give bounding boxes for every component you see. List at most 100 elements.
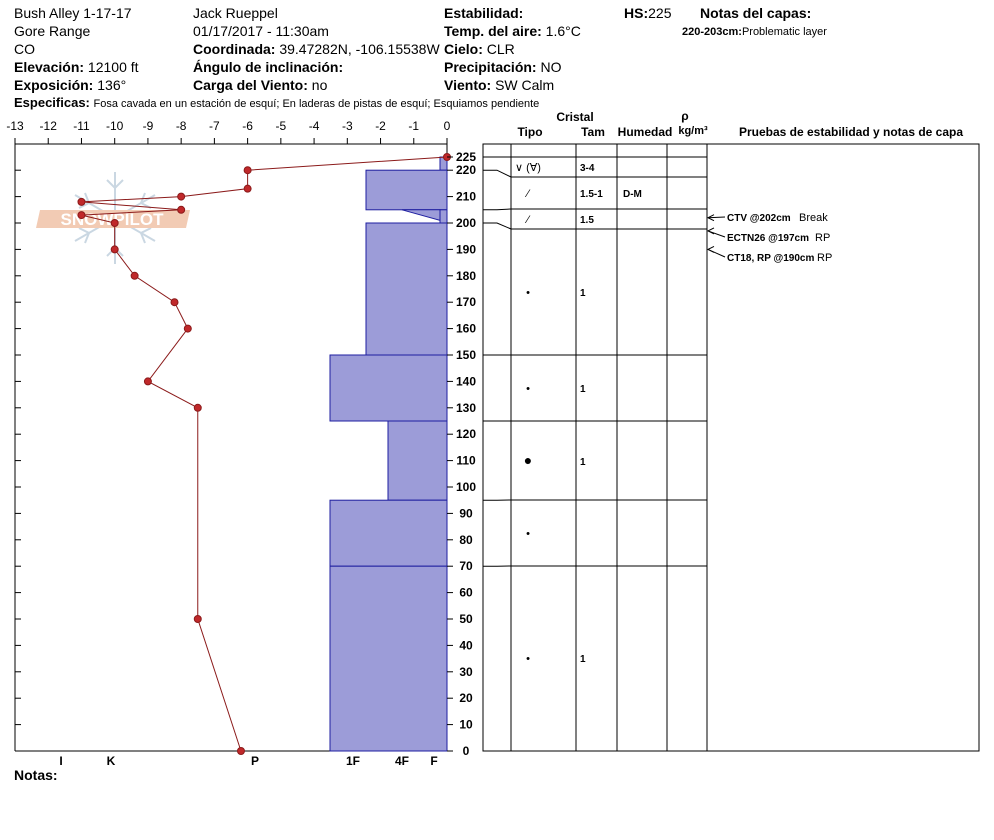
hardness-label: K xyxy=(107,754,116,768)
table-frame xyxy=(482,143,980,752)
layer-grain-type: • xyxy=(526,287,530,299)
datetime: 01/17/2017 - 11:30am xyxy=(193,23,329,39)
layer-grain-size: 1 xyxy=(580,288,586,299)
height-tick-label: 10 xyxy=(459,718,473,732)
temp-point xyxy=(243,184,252,193)
height-tick-label: 150 xyxy=(456,348,476,362)
temp-tick-label: -13 xyxy=(6,119,24,133)
layer-table: ∨ (∀) 3-4 ⁄ 1.5-1 D-M ⁄ 1.5 • 1 • 1 ● 1 • • 1 CTV @202cm… xyxy=(482,143,980,752)
height-tick-label: 40 xyxy=(459,638,473,652)
temp-tick-label: -8 xyxy=(176,119,187,133)
height-axis: 0 10 20 30 40 50 60 70 80 90 100 110 120 130 140 150 160… xyxy=(447,150,476,758)
test-note: RP xyxy=(817,252,832,264)
hardness-label: 1F xyxy=(346,754,360,768)
state: CO xyxy=(14,41,35,57)
temp-tick-label: -4 xyxy=(309,119,320,133)
height-tick-label: 130 xyxy=(456,401,476,415)
temp-point xyxy=(110,219,119,227)
layer-grain-size: 1 xyxy=(580,384,586,395)
test-arrow xyxy=(707,216,726,219)
temp-tick-label: -9 xyxy=(143,119,154,133)
wind-loading: Carga del Viento: no xyxy=(193,77,328,93)
layer-grain-type: ⁄ xyxy=(524,188,531,200)
height-tick-label: 170 xyxy=(456,295,476,309)
height-tick-label: 80 xyxy=(459,533,473,547)
height-tick-label: 180 xyxy=(456,269,476,283)
layer-grain-size: 1 xyxy=(580,457,586,468)
coordinates: Coordinada: 39.47282N, -106.15538W xyxy=(193,41,440,57)
temp-point xyxy=(130,271,139,280)
hardness-layer xyxy=(329,499,448,567)
temp-point xyxy=(110,245,119,254)
density-unit-header: kg/m³ xyxy=(678,125,708,137)
layer-connector xyxy=(483,169,512,178)
temp-point xyxy=(236,747,245,755)
layer-grain-type: ⁄ xyxy=(524,214,531,226)
precipitation: Precipitación: NO xyxy=(444,59,562,75)
height-tick-label: 100 xyxy=(456,480,476,494)
air-temp: Temp. del aire: 1.6°C xyxy=(444,23,581,39)
crystal-header: Cristal xyxy=(556,110,593,124)
temp-tick-label: -3 xyxy=(342,119,353,133)
hardness-layer xyxy=(365,169,448,211)
layer-notes-title: Notas del capas: xyxy=(700,5,812,21)
height-tick-label: 210 xyxy=(456,190,476,204)
hardness-wedge xyxy=(401,209,441,222)
temp-line xyxy=(81,156,448,752)
temp-point xyxy=(183,324,192,333)
height-tick-label: 110 xyxy=(456,454,476,468)
type-header: Tipo xyxy=(517,125,542,139)
layer-grain-type: ∨ (∀) xyxy=(515,162,541,174)
hardness-layer xyxy=(387,420,448,501)
height-tick-label: 20 xyxy=(459,691,473,705)
layer-grain-size: 1.5 xyxy=(580,215,594,226)
height-tick-label: 0 xyxy=(463,744,470,758)
layer-grain-size: 1 xyxy=(580,654,586,665)
size-header: Tam xyxy=(581,125,605,139)
temperature-profile xyxy=(77,153,451,755)
aspect: Exposición: 136° xyxy=(14,77,127,93)
hardness-label: I xyxy=(59,754,62,768)
height-tick-label: 190 xyxy=(456,242,476,256)
elevation: Elevación: 12100 ft xyxy=(14,59,139,75)
test-label: CT18, RP @190cm xyxy=(727,253,814,264)
observer: Jack Rueppel xyxy=(193,5,278,21)
hardness-layer xyxy=(365,222,448,356)
hardness-layer xyxy=(439,209,448,224)
temp-point xyxy=(177,192,186,201)
moisture-header: Humedad xyxy=(618,125,673,139)
temp-tick-label: -6 xyxy=(242,119,253,133)
wind: Viento: SW Calm xyxy=(444,77,555,93)
height-tick-label: 70 xyxy=(459,559,473,573)
layer-grain-type: • xyxy=(526,383,530,395)
height-tick-label: 200 xyxy=(456,216,476,230)
specifics: Especificas: Fosa cavada en un estación … xyxy=(14,95,540,110)
height-tick-label: 30 xyxy=(459,665,473,679)
layer-grain-size: 1.5-1 xyxy=(580,189,603,200)
left-axes: -13 -12 -11 -10 -9 -8 -7 -6 -5 -4 -3 -2 -1 0I K P 1F 4F F xyxy=(6,119,450,768)
height-tick-label: 140 xyxy=(456,374,476,388)
tests-header: Pruebas de estabilidad y notas de capa xyxy=(739,125,963,139)
height-tick-label: 220 xyxy=(456,163,476,177)
height-tick-label: 60 xyxy=(459,586,473,600)
layer-note: 220-203cm:Problematic layer xyxy=(682,26,827,38)
temp-point xyxy=(193,403,202,412)
layer-connector xyxy=(483,208,512,211)
layer-grain-size: 3-4 xyxy=(580,163,595,174)
watermark-banner xyxy=(36,210,190,228)
height-tick-label: 50 xyxy=(459,612,473,626)
temp-tick-label: -10 xyxy=(106,119,124,133)
layer-connector xyxy=(483,222,512,230)
layer-grain-type: • xyxy=(526,653,530,665)
test-arrow-head xyxy=(706,227,715,235)
height-tick-label: 90 xyxy=(459,506,473,520)
snow-height: HS:225 xyxy=(624,5,672,21)
temp-tick-label: -2 xyxy=(375,119,386,133)
temp-tick-label: -12 xyxy=(40,119,58,133)
sky: Cielo: CLR xyxy=(444,41,515,57)
hardness-layer xyxy=(329,565,448,752)
test-note: RP xyxy=(815,232,830,244)
height-tick-label: 225 xyxy=(456,150,476,164)
hardness-bars xyxy=(329,156,448,752)
